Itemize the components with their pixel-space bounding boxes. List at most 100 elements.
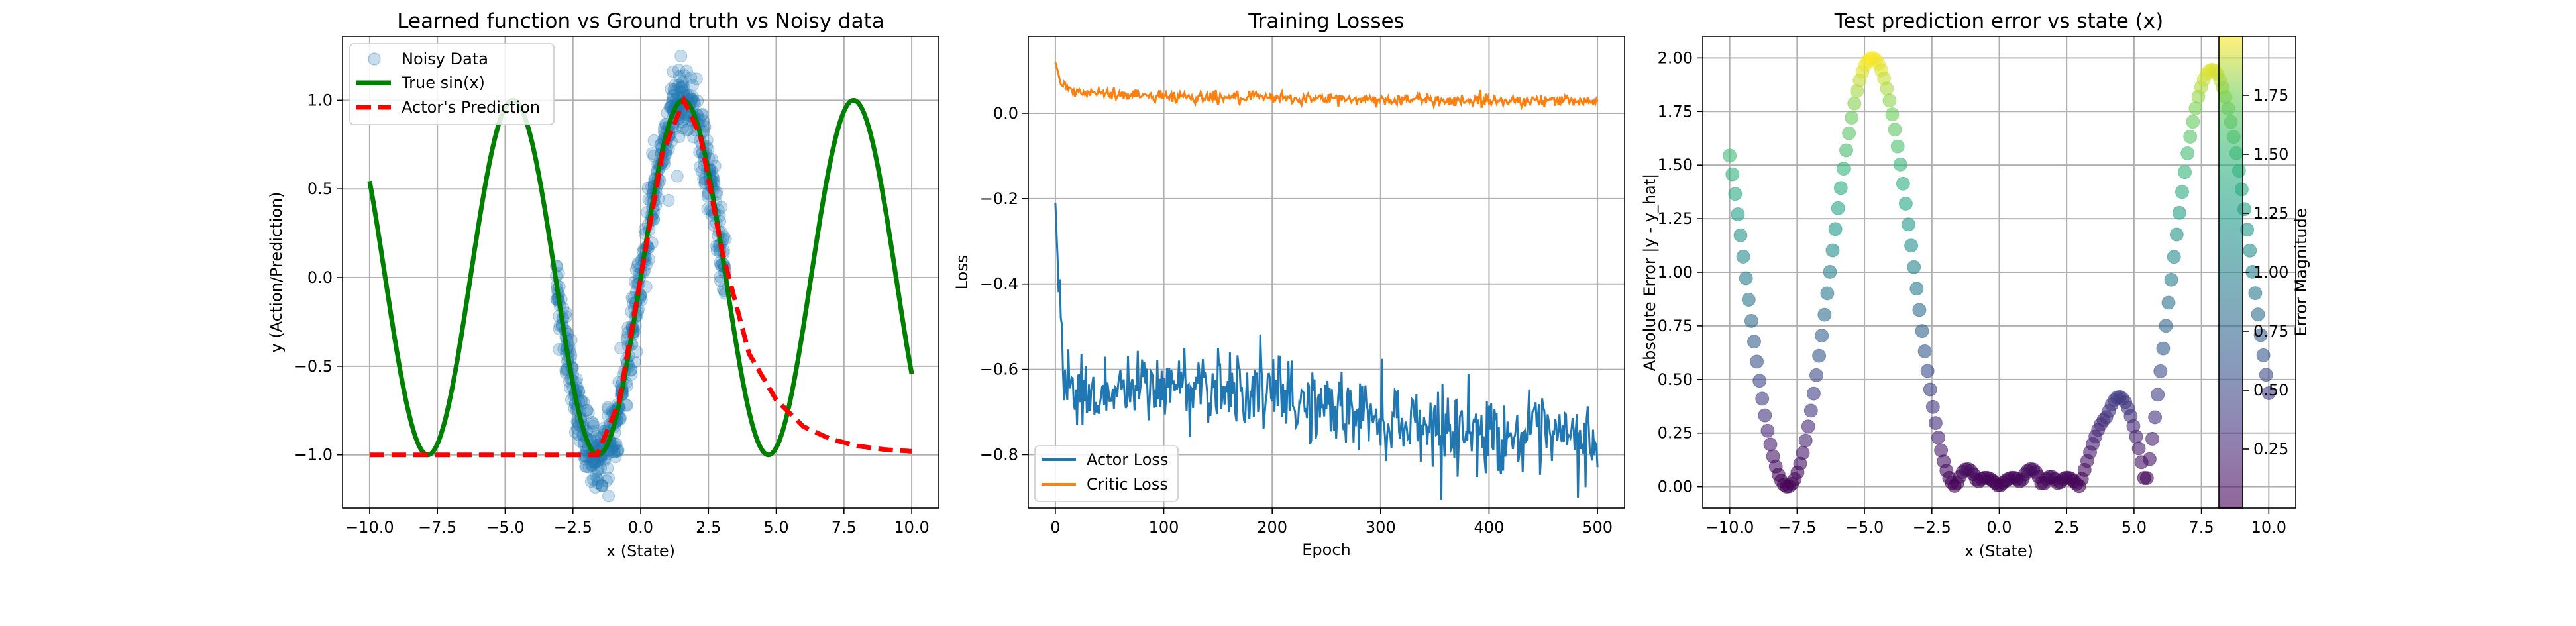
noisy-data-point	[586, 417, 600, 431]
y-tick-label: −0.5	[294, 357, 333, 376]
true-sin-line	[367, 97, 914, 458]
error-point	[1725, 167, 1740, 182]
error-point	[1923, 382, 1937, 397]
error-point	[1750, 354, 1764, 369]
noisy-data-point	[669, 78, 682, 91]
chart-title: Learned function vs Ground truth vs Nois…	[397, 9, 884, 33]
error-point	[2256, 348, 2271, 362]
noisy-data-point	[676, 79, 689, 93]
grid	[1028, 36, 1625, 508]
noisy-data-point	[684, 71, 698, 84]
noisy-data-point	[610, 444, 623, 458]
noisy-data-point	[677, 80, 690, 93]
noisy-data-point	[601, 401, 615, 414]
x-tick-label: 400	[1474, 518, 1505, 537]
actor-prediction-line	[369, 94, 912, 458]
colorbar-gradient	[2218, 36, 2243, 509]
x-tick-label: −5.0	[486, 518, 524, 537]
y-tick-label: 0.0	[307, 268, 333, 287]
noisy-data-point	[682, 123, 695, 136]
error-point	[1920, 364, 1935, 378]
error-point	[1885, 107, 1900, 122]
noisy-data-point	[584, 474, 598, 488]
noisy-data-point	[582, 406, 595, 419]
y-tick-label: −1.0	[294, 446, 333, 464]
error-point	[1928, 416, 1943, 431]
error-point	[1741, 292, 1756, 307]
x-tick-label: 5.0	[763, 518, 788, 537]
error-point	[2183, 129, 2198, 144]
colorbar-tick-label: 0.25	[2253, 440, 2288, 458]
x-tick-label: 2.5	[2054, 518, 2079, 537]
noisy-data-point	[590, 429, 603, 443]
error-point	[1909, 282, 1924, 296]
error-point	[1739, 271, 1753, 286]
noisy-data-point	[600, 474, 614, 488]
noisy-data-point	[669, 85, 682, 98]
noisy-data-point	[672, 130, 686, 144]
error-point	[1758, 408, 1772, 423]
noisy-data-point	[686, 79, 699, 92]
error-point	[1847, 96, 1862, 111]
colorbar-tick-label: 1.25	[2253, 204, 2288, 223]
x-tick-label: −10.0	[1705, 518, 1754, 537]
legend-marker-noisy-data	[368, 52, 381, 66]
noisy-data-point	[662, 193, 675, 207]
noisy-data-point	[666, 89, 680, 103]
noisy-data-point	[614, 341, 627, 355]
actor-loss-line	[1054, 203, 1599, 500]
noisy-data-point	[602, 490, 616, 503]
panel-learned-function: Learned function vs Ground truth vs Nois…	[267, 9, 939, 560]
critic-loss-line	[1054, 62, 1599, 111]
noisy-data-point	[675, 81, 688, 95]
noisy-data-point	[628, 355, 641, 368]
x-tick-label: 7.5	[2189, 518, 2214, 537]
y-tick-label: 0.25	[1658, 424, 1693, 443]
noisy-data-point	[611, 444, 625, 458]
noisy-data-point	[686, 90, 700, 103]
error-point	[2156, 341, 2171, 356]
error-point	[2169, 227, 2184, 242]
x-tick-label: 0.0	[1986, 518, 2012, 537]
legend: Actor Loss Critic Loss	[1034, 445, 1179, 502]
error-point	[1760, 423, 1775, 438]
error-point	[1831, 201, 1845, 215]
noisy-data-point	[588, 456, 602, 470]
y-tick-label: 2.00	[1658, 48, 1693, 67]
error-point	[1803, 403, 1818, 418]
error-point	[2139, 471, 2154, 486]
error-point	[1815, 329, 1829, 343]
error-point	[1902, 217, 1915, 232]
error-point	[1817, 307, 1832, 322]
error-point	[1728, 187, 1743, 201]
x-axis-label: x (State)	[606, 542, 675, 560]
error-point	[2164, 272, 2178, 287]
grid	[1703, 36, 2296, 508]
legend-label-actor-prediction: Actor's Prediction	[402, 98, 540, 117]
error-point	[1925, 399, 1940, 414]
noisy-data-point	[586, 419, 600, 433]
error-point	[1801, 419, 1815, 434]
axes-frame	[1028, 36, 1625, 509]
error-point	[1825, 243, 1840, 258]
noisy-data-point	[592, 462, 605, 476]
x-tick-label: −5.0	[1845, 518, 1884, 537]
error-point	[2188, 101, 2203, 115]
colorbar-tick-label: 0.75	[2253, 322, 2288, 340]
error-point	[1796, 446, 1810, 460]
noisy-data-point	[595, 479, 609, 492]
noisy-data-point	[608, 445, 621, 459]
y-tick-label: 1.0	[307, 91, 333, 109]
noisy-data-point	[586, 415, 599, 429]
x-tick-label: 10.0	[2251, 518, 2286, 537]
legend-label-critic-loss: Critic Loss	[1087, 475, 1168, 494]
error-point	[1836, 162, 1851, 176]
noisy-data-point	[676, 76, 690, 89]
error-point	[1845, 111, 1859, 125]
x-axis-label: x (State)	[1964, 542, 2033, 560]
noisy-data-point	[646, 147, 659, 160]
error-point	[2153, 364, 2168, 378]
error-point	[1812, 348, 1827, 363]
noisy-data-point	[595, 478, 608, 492]
y-tick-label: −0.2	[980, 189, 1018, 208]
